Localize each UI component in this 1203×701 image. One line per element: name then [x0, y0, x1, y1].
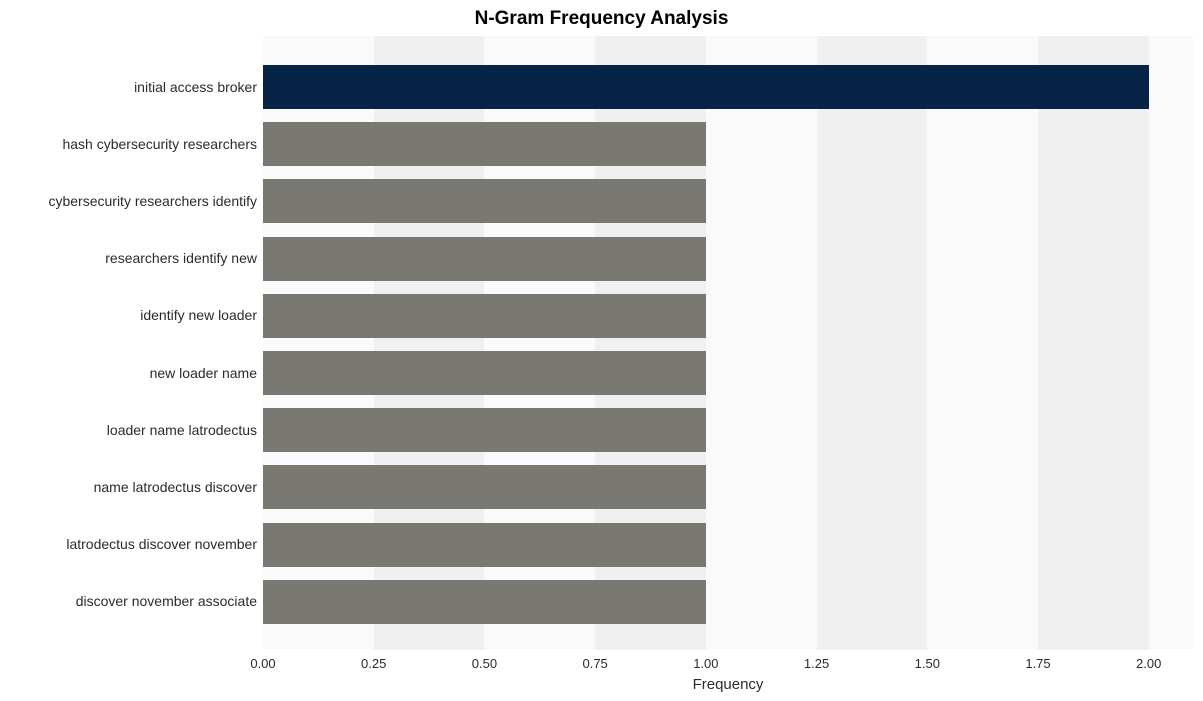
- grid-stripe: [817, 36, 928, 650]
- grid-stripe: [927, 36, 1038, 650]
- bar: [263, 408, 706, 452]
- bar: [263, 465, 706, 509]
- x-axis-label: Frequency: [263, 676, 1193, 693]
- y-tick-label: new loader name: [150, 365, 257, 381]
- x-tick-label: 0.00: [250, 656, 275, 671]
- y-tick-label: hash cybersecurity researchers: [62, 136, 257, 152]
- x-tick-label: 0.50: [472, 656, 497, 671]
- ngram-frequency-chart: N-Gram Frequency Analysis initial access…: [0, 0, 1203, 701]
- bar: [263, 179, 706, 223]
- chart-title: N-Gram Frequency Analysis: [0, 8, 1203, 30]
- y-tick-label: initial access broker: [134, 79, 257, 95]
- y-tick-label: latrodectus discover november: [66, 536, 257, 552]
- y-tick-label: cybersecurity researchers identify: [48, 193, 257, 209]
- x-tick-label: 0.25: [361, 656, 386, 671]
- bar: [263, 580, 706, 624]
- bar: [263, 237, 706, 281]
- y-tick-label: loader name latrodectus: [107, 422, 257, 438]
- x-tick-label: 2.00: [1136, 656, 1161, 671]
- bar: [263, 523, 706, 567]
- y-tick-label: researchers identify new: [105, 250, 257, 266]
- y-tick-label: identify new loader: [140, 307, 257, 323]
- x-tick-label: 1.75: [1025, 656, 1050, 671]
- grid-stripe: [1149, 36, 1193, 650]
- x-tick-label: 1.25: [804, 656, 829, 671]
- grid-stripe: [706, 36, 817, 650]
- bar: [263, 65, 1149, 109]
- bar: [263, 294, 706, 338]
- grid-stripe: [1038, 36, 1149, 650]
- plot-area: [263, 36, 1193, 650]
- y-tick-label: discover november associate: [76, 593, 257, 609]
- bar: [263, 122, 706, 166]
- y-tick-label: name latrodectus discover: [94, 479, 257, 495]
- x-tick-label: 1.50: [915, 656, 940, 671]
- x-tick-label: 0.75: [582, 656, 607, 671]
- bar: [263, 351, 706, 395]
- x-tick-label: 1.00: [693, 656, 718, 671]
